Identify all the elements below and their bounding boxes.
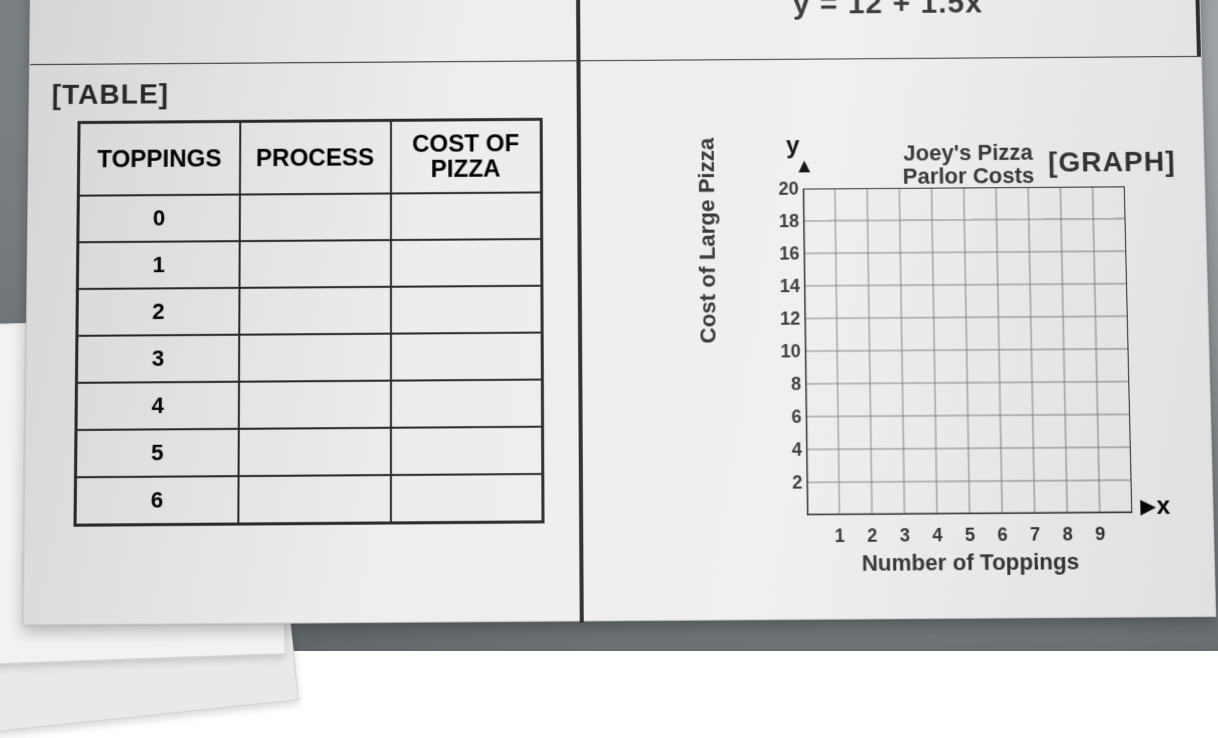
graph-pane: [GRAPH] y ▲ Joey's PizzaParlor Costs Cos…: [580, 57, 1215, 623]
toppings-cell: 2: [77, 288, 239, 336]
ytick: 6: [767, 406, 802, 428]
toppings-cell: 5: [76, 429, 239, 477]
table-row: 6: [75, 474, 543, 525]
ytick: 12: [766, 308, 801, 330]
cost-cell: [390, 193, 541, 241]
th-toppings: TOPPINGS: [78, 121, 239, 196]
xtick: 9: [1090, 524, 1111, 546]
cost-cell: [390, 474, 543, 522]
xtick: 5: [960, 524, 981, 546]
y-axis-label: Cost of Large Pizza: [693, 138, 721, 344]
ytick: 4: [767, 439, 802, 461]
process-cell: [239, 240, 390, 288]
xtick: 3: [894, 525, 915, 547]
cost-cell: [390, 286, 542, 334]
top-row: y = 12 + 1.5x: [30, 0, 1201, 65]
process-cell: [238, 428, 390, 476]
xtick: 2: [862, 525, 883, 547]
ytick: 14: [765, 276, 800, 298]
table-row: 3: [76, 333, 542, 383]
xtick: 7: [1025, 524, 1046, 546]
ytick: 2: [768, 472, 803, 494]
th-cost: COST OFPIZZA: [390, 119, 541, 194]
toppings-table: TOPPINGS PROCESS COST OFPIZZA 0 1: [73, 118, 544, 527]
cost-cell: [390, 427, 542, 475]
cost-cell: [390, 239, 541, 287]
table-row: 4: [76, 380, 543, 430]
chart-grid: [803, 186, 1133, 515]
table-tag: [TABLE]: [52, 75, 555, 111]
x-arrow-icon: ▶: [1140, 496, 1156, 517]
graph-wrap: y ▲ Joey's PizzaParlor Costs Cost of Lar…: [702, 138, 1175, 591]
ytick: 16: [765, 243, 800, 265]
main-row: [TABLE] TOPPINGS PROCESS COST OFPIZZA 0: [24, 57, 1216, 627]
table-row: 5: [76, 427, 543, 478]
chart-title: Joey's PizzaParlor Costs: [852, 140, 1084, 188]
xtick: 1: [829, 525, 850, 547]
ytick: 8: [767, 374, 802, 396]
table-row: 2: [77, 286, 542, 336]
process-cell: [239, 287, 391, 335]
table-pane: [TABLE] TOPPINGS PROCESS COST OFPIZZA 0: [24, 61, 584, 626]
process-cell: [238, 475, 391, 523]
ytick: 18: [765, 211, 800, 233]
table-row: 0: [78, 193, 542, 243]
toppings-cell: 4: [76, 382, 239, 430]
xtick: 6: [992, 524, 1013, 546]
top-right-cell: y = 12 + 1.5x: [580, 0, 1201, 60]
ytick: 10: [766, 341, 801, 363]
th-process: PROCESS: [239, 120, 390, 195]
ytick: 20: [764, 178, 798, 199]
toppings-cell: 3: [76, 335, 238, 383]
toppings-cell: 1: [77, 242, 239, 290]
xtick: 8: [1057, 524, 1078, 546]
toppings-cell: 6: [75, 476, 238, 525]
equation-text: y = 12 + 1.5x: [793, 0, 984, 59]
process-cell: [239, 194, 390, 242]
top-left-cell: [30, 0, 580, 64]
toppings-cell: 0: [78, 195, 240, 243]
cost-cell: [390, 380, 542, 428]
process-cell: [238, 381, 390, 429]
y-arrow-icon: ▲: [794, 156, 814, 176]
x-axis-label: Number of Toppings: [828, 548, 1114, 577]
xtick: 4: [927, 525, 948, 547]
x-axis-symbol: x: [1156, 492, 1170, 521]
worksheet-page: y = 12 + 1.5x [TABLE] TOPPINGS PROCESS C…: [23, 0, 1217, 626]
cost-cell: [390, 333, 542, 381]
process-cell: [239, 334, 391, 382]
table-row: 1: [77, 239, 542, 289]
